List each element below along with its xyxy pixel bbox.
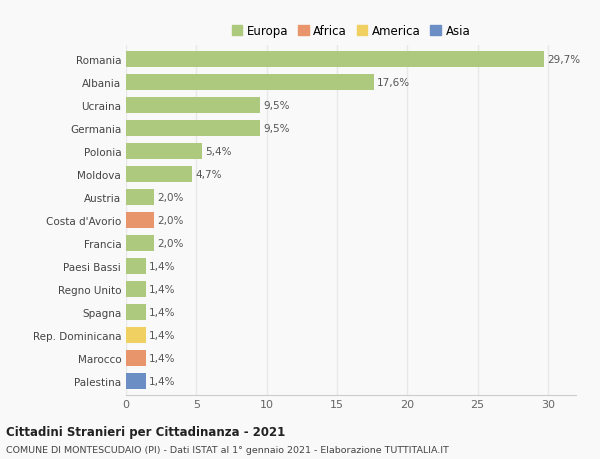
Bar: [126, 373, 146, 389]
Bar: [126, 51, 544, 68]
Text: 1,4%: 1,4%: [149, 353, 176, 363]
Bar: [126, 281, 146, 297]
Bar: [126, 235, 154, 252]
Text: 2,0%: 2,0%: [158, 192, 184, 202]
Text: 17,6%: 17,6%: [377, 78, 410, 88]
Bar: [126, 350, 146, 366]
Bar: [126, 258, 146, 274]
Text: Cittadini Stranieri per Cittadinanza - 2021: Cittadini Stranieri per Cittadinanza - 2…: [6, 425, 285, 438]
Bar: [126, 74, 373, 91]
Text: 5,4%: 5,4%: [205, 146, 232, 157]
Bar: [126, 143, 202, 160]
Bar: [126, 327, 146, 343]
Bar: [126, 97, 260, 114]
Text: 1,4%: 1,4%: [149, 376, 176, 386]
Text: 2,0%: 2,0%: [158, 215, 184, 225]
Text: 1,4%: 1,4%: [149, 284, 176, 294]
Text: 9,5%: 9,5%: [263, 101, 290, 111]
Bar: [126, 166, 192, 183]
Bar: [126, 304, 146, 320]
Text: 29,7%: 29,7%: [547, 55, 580, 65]
Text: 9,5%: 9,5%: [263, 123, 290, 134]
Text: 4,7%: 4,7%: [196, 169, 222, 179]
Text: 1,4%: 1,4%: [149, 330, 176, 340]
Text: 2,0%: 2,0%: [158, 238, 184, 248]
Bar: [126, 189, 154, 206]
Text: 1,4%: 1,4%: [149, 307, 176, 317]
Bar: [126, 212, 154, 229]
Bar: [126, 120, 260, 137]
Legend: Europa, Africa, America, Asia: Europa, Africa, America, Asia: [227, 20, 475, 43]
Text: 1,4%: 1,4%: [149, 261, 176, 271]
Text: COMUNE DI MONTESCUDAIO (PI) - Dati ISTAT al 1° gennaio 2021 - Elaborazione TUTTI: COMUNE DI MONTESCUDAIO (PI) - Dati ISTAT…: [6, 445, 449, 454]
